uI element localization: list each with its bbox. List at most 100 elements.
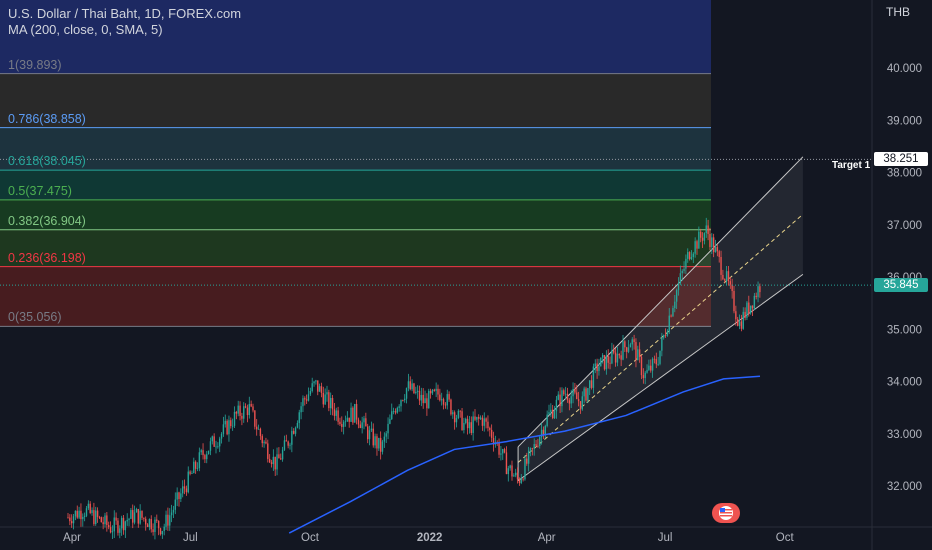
candle-body xyxy=(542,429,545,435)
candle-body xyxy=(235,411,238,414)
candle-body xyxy=(638,349,641,357)
candle-body xyxy=(215,446,217,448)
candle-body xyxy=(363,418,365,423)
candle-body xyxy=(531,448,534,450)
candle-body xyxy=(185,488,188,493)
candle-body xyxy=(435,388,437,391)
candle-body xyxy=(674,301,676,309)
candle-body xyxy=(629,344,632,348)
candle-body xyxy=(439,394,441,401)
candle-body xyxy=(387,423,389,434)
candle-body xyxy=(191,473,193,474)
candle-body xyxy=(516,472,519,480)
candle-body xyxy=(661,337,663,351)
candle-body xyxy=(659,350,661,364)
y-tick-label: 35.000 xyxy=(887,324,922,336)
fib-level-label: 1(39.893) xyxy=(8,57,62,72)
fib-level-label: 0.236(36.198) xyxy=(8,250,86,265)
indicator-legend[interactable]: MA (200, close, 0, SMA, 5) xyxy=(8,22,163,37)
candle-body xyxy=(677,283,680,291)
candle-body xyxy=(513,475,515,477)
candle-body xyxy=(420,394,423,401)
target-label: Target 1 xyxy=(832,160,871,172)
candle-body xyxy=(69,517,71,522)
candle-body xyxy=(391,411,393,420)
candle-body xyxy=(109,527,112,533)
candle-body xyxy=(592,366,595,388)
candle-body xyxy=(128,518,130,521)
candle-body xyxy=(167,514,169,526)
candle-body xyxy=(729,281,731,285)
candle-body xyxy=(141,510,143,518)
candle-body xyxy=(679,273,682,284)
candle-body xyxy=(600,357,602,367)
fib-band xyxy=(0,229,711,267)
fib-level-label: 0.786(38.858) xyxy=(8,111,86,126)
candle-body xyxy=(685,258,687,269)
candle-body xyxy=(552,409,554,419)
candle-body xyxy=(428,390,430,409)
candle-body xyxy=(404,398,406,401)
candle-body xyxy=(230,420,232,427)
candle-body xyxy=(544,425,546,435)
x-tick-label: Jul xyxy=(658,532,673,544)
candle-body xyxy=(220,433,223,439)
candle-body xyxy=(228,420,230,435)
ma-200-line[interactable] xyxy=(288,375,761,534)
candle-body xyxy=(298,412,300,423)
candle-body xyxy=(416,390,419,392)
candle-body xyxy=(146,524,149,528)
candle-body xyxy=(705,225,707,234)
candle-body xyxy=(148,519,151,528)
y-tick-label: 39.000 xyxy=(887,115,922,127)
candle-body xyxy=(526,458,528,464)
candle-body xyxy=(594,363,596,367)
candle-body xyxy=(690,256,693,260)
candle-body xyxy=(644,372,646,379)
candle-body xyxy=(78,510,80,518)
candle-body xyxy=(93,510,95,525)
candle-body xyxy=(426,398,428,409)
candle-body xyxy=(159,528,162,535)
candle-body xyxy=(126,520,128,522)
candle-body xyxy=(511,465,513,477)
candle-body xyxy=(117,520,119,533)
candle-body xyxy=(446,394,448,406)
candle-body xyxy=(574,389,576,393)
channel-lower-line[interactable] xyxy=(517,273,804,482)
candle-body xyxy=(737,319,739,326)
candle-body xyxy=(563,390,565,395)
candle-body xyxy=(626,347,628,352)
candle-body xyxy=(442,399,445,405)
candle-body xyxy=(701,237,704,241)
us-flag-icon[interactable] xyxy=(712,503,740,523)
candle-body xyxy=(291,430,293,445)
candle-body xyxy=(448,394,450,400)
candle-body xyxy=(256,426,258,430)
candle-body xyxy=(281,449,284,460)
candle-body xyxy=(463,422,465,431)
candle-body xyxy=(572,389,574,397)
candle-body xyxy=(503,449,506,453)
y-tick-label: 37.000 xyxy=(887,220,922,232)
candle-body xyxy=(431,389,434,394)
candle-body xyxy=(576,392,578,400)
candle-body xyxy=(479,417,482,419)
candle-body xyxy=(489,428,491,430)
candle-body xyxy=(585,388,587,401)
candle-body xyxy=(529,448,532,451)
candle-body xyxy=(601,355,604,358)
candle-body xyxy=(80,510,82,520)
candle-body xyxy=(122,517,125,531)
candle-body xyxy=(207,450,210,455)
candle-body xyxy=(748,302,750,314)
candle-body xyxy=(259,428,262,437)
candle-body xyxy=(703,233,706,241)
candle-body xyxy=(108,525,110,528)
candle-body xyxy=(485,418,487,422)
candle-body xyxy=(537,445,539,447)
candle-body xyxy=(566,393,569,401)
candle-body xyxy=(555,399,558,412)
candle-body xyxy=(437,388,439,395)
